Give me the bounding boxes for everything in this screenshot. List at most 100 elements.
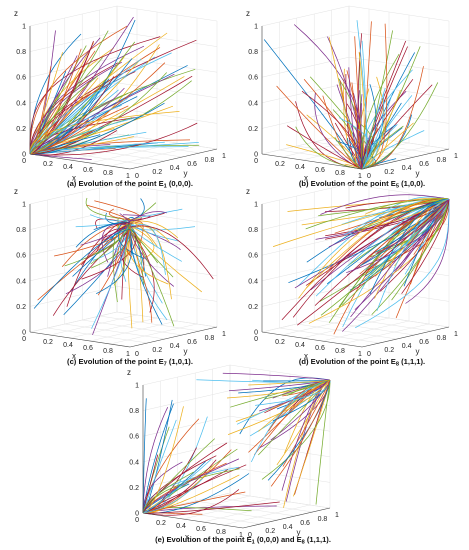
panel-c-trajectory <box>33 229 130 309</box>
panel-b-x-tick: 0.6 <box>315 167 325 174</box>
panel-a-y-tick: 0.6 <box>187 161 197 168</box>
panel-c-axes <box>29 204 218 348</box>
panel-c-trajectory <box>129 225 172 300</box>
panel-c-trajectory <box>93 221 131 231</box>
panel-b-z-tick: 1 <box>254 24 258 31</box>
panel-d-z-tick: 1 <box>254 202 258 209</box>
panel-c-trajectory <box>90 214 131 222</box>
panel-d-trajectory <box>355 199 450 329</box>
panel-c-trajectory <box>129 221 144 244</box>
panel-a-x-label: x <box>72 174 76 183</box>
panel-a-y-label: y <box>184 169 188 178</box>
panel-c-z-tick: 0.8 <box>16 227 26 234</box>
panel-d-trajectories <box>272 194 450 335</box>
panel-e-x-tick: 0.6 <box>196 526 206 533</box>
panel-e-y-tick: 0.6 <box>300 520 310 527</box>
panel-c-z-tick: 0.2 <box>16 304 26 311</box>
panel-d-x-tick: 0.6 <box>315 345 325 352</box>
panel-d-y-label: y <box>416 347 420 356</box>
panel-c-z-tick: 1 <box>22 202 26 209</box>
panel-d-z-tick: 0 <box>254 330 258 337</box>
panel-e-trajectory <box>227 379 331 435</box>
panel-a-y-tick: 0 <box>135 173 139 180</box>
panel-e-x-tick: 0.4 <box>176 523 186 530</box>
panel-d-trajectory <box>376 198 450 312</box>
panel-c-x-tick: 0.2 <box>43 339 53 346</box>
panel-d-y-tick: 0.4 <box>402 343 412 350</box>
panel-e-x-tick: 1 <box>239 532 243 539</box>
panel-e-y-tick: 0.4 <box>283 524 293 531</box>
panel-a-x-tick: 1 <box>126 173 130 180</box>
panel-d-y-tick: 0 <box>367 351 371 358</box>
panel-a-x-tick: 0.4 <box>63 164 73 171</box>
panel-b-z-tick: 0.2 <box>248 126 258 133</box>
panel-c-z-tick: 0.4 <box>16 278 26 285</box>
panel-e-y-tick: 0.2 <box>265 528 275 535</box>
panel-d-z-tick: 0.8 <box>248 227 258 234</box>
panel-d-z-tick: 0.2 <box>248 304 258 311</box>
panel-c-caption: (c) Evolution of the point E7 (1,0,1). <box>67 357 193 368</box>
panel-d-z-label: z <box>246 187 250 196</box>
panel-c-x-tick: 1 <box>126 351 130 358</box>
panel-c-trajectory <box>86 204 131 220</box>
panel-b-z-tick: 0.8 <box>248 49 258 56</box>
panel-b-caption: (b) Evolution of the point E5 (1,0,0). <box>299 179 425 190</box>
panel-b-y-tick: 0 <box>367 173 371 180</box>
panel-a-trajectories <box>29 16 200 160</box>
panel-e-x-tick: 0.8 <box>216 529 226 536</box>
panel-c-trajectory <box>96 223 131 255</box>
panel-d-y-tick: 0.6 <box>419 339 429 346</box>
panel-a-z-label: z <box>14 9 18 18</box>
panel-b-origin-label: 0 <box>254 158 258 165</box>
panel-a-z-tick: 1 <box>22 24 26 31</box>
panel-e-origin-label: 0 <box>135 517 139 524</box>
panel-a-origin-label: 0 <box>22 158 26 165</box>
panel-a-z-tick: 0.2 <box>16 126 26 133</box>
panel-e-z-tick: 0.4 <box>129 459 139 466</box>
panel-e-y-tick: 1 <box>335 512 339 519</box>
panel-e-trajectory <box>142 418 200 513</box>
panel-b-y-label: y <box>416 169 420 178</box>
panel-d-y-tick: 0.2 <box>384 347 394 354</box>
panel-e-y-tick: 0.8 <box>318 516 328 523</box>
panel-b-trajectory <box>356 90 363 170</box>
panel-c-trajectory <box>130 225 214 280</box>
panel-b-z-tick: 0.4 <box>248 100 258 107</box>
panel-c-y-tick: 0 <box>135 351 139 358</box>
panel-b-trajectories <box>263 20 439 170</box>
panel-c-y-tick: 0.6 <box>187 339 197 346</box>
panel-e-z-tick: 0.8 <box>129 408 139 415</box>
panel-c-x-tick: 0.4 <box>63 342 73 349</box>
panel-e-x-tick: 0.2 <box>156 520 166 527</box>
panel-c-y-tick: 0.2 <box>152 347 162 354</box>
panel-d-trajectory <box>376 198 450 254</box>
panel-e-trajectory <box>270 379 331 487</box>
panel-b-axes <box>261 26 450 170</box>
panel-b-y-tick: 0.6 <box>419 161 429 168</box>
panel-b-x-tick: 0.4 <box>295 164 305 171</box>
panel-a-caption: (a) Evolution of the point E1 (0,0,0). <box>67 179 193 190</box>
panel-e-y-label: y <box>297 528 301 537</box>
panel-b-z-tick: 0.6 <box>248 75 258 82</box>
panel-d-z-tick: 0.4 <box>248 278 258 285</box>
panel-a-z-tick: 0.6 <box>16 75 26 82</box>
panel-c-trajectory <box>126 224 159 264</box>
panel-b-x-label: x <box>304 174 308 183</box>
panel-c-z-tick: 0 <box>22 330 26 337</box>
panel-b-x-tick: 0.2 <box>275 161 285 168</box>
panel-b-x-tick: 0.8 <box>335 170 345 177</box>
panel-c-trajectories <box>33 197 214 336</box>
panel-c-x-label: x <box>72 352 76 361</box>
panel-c-trajectory <box>119 226 130 282</box>
panel-c-z-tick: 0.6 <box>16 253 26 260</box>
panel-d-y-tick: 1 <box>454 331 458 338</box>
panel-a-z-tick: 0.4 <box>16 100 26 107</box>
panel-d-axes <box>261 204 450 348</box>
panel-d-origin-label: 0 <box>254 336 258 343</box>
panel-a-y-tick: 0.8 <box>205 157 215 164</box>
panel-b-z-label: z <box>246 9 250 18</box>
